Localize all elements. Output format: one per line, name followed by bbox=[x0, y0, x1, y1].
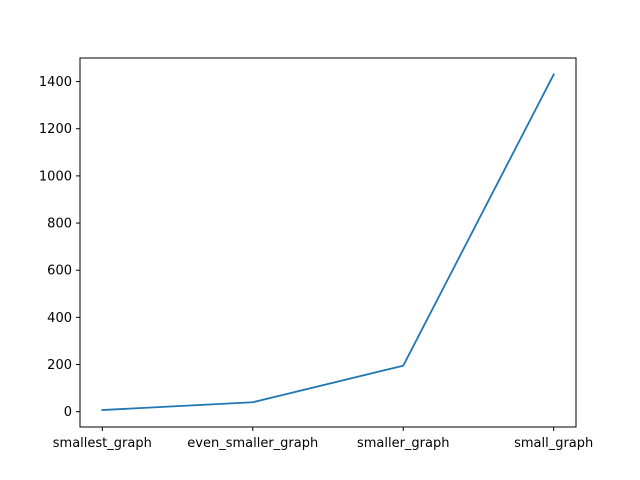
y-tick-label: 800 bbox=[47, 217, 72, 232]
x-tick-label: small_graph bbox=[514, 436, 593, 451]
y-tick-label: 1400 bbox=[39, 75, 72, 90]
axes-frame bbox=[79, 57, 577, 428]
y-tick-label: 600 bbox=[47, 264, 72, 279]
x-tick-label: smaller_graph bbox=[357, 436, 450, 451]
y-tick-label: 200 bbox=[47, 358, 72, 373]
x-tick-label: smallest_graph bbox=[53, 436, 152, 451]
y-tick-label: 0 bbox=[64, 405, 72, 420]
series-line bbox=[101, 73, 555, 411]
y-tick-label: 400 bbox=[47, 311, 72, 326]
series-layer bbox=[101, 73, 555, 411]
y-tick-label: 1000 bbox=[39, 169, 72, 184]
axis-ticks: smallest_graph even_smaller_graph smaller_… bbox=[39, 75, 593, 451]
x-tick-label: even_smaller_graph bbox=[187, 436, 318, 451]
y-tick-label: 1200 bbox=[39, 122, 72, 137]
